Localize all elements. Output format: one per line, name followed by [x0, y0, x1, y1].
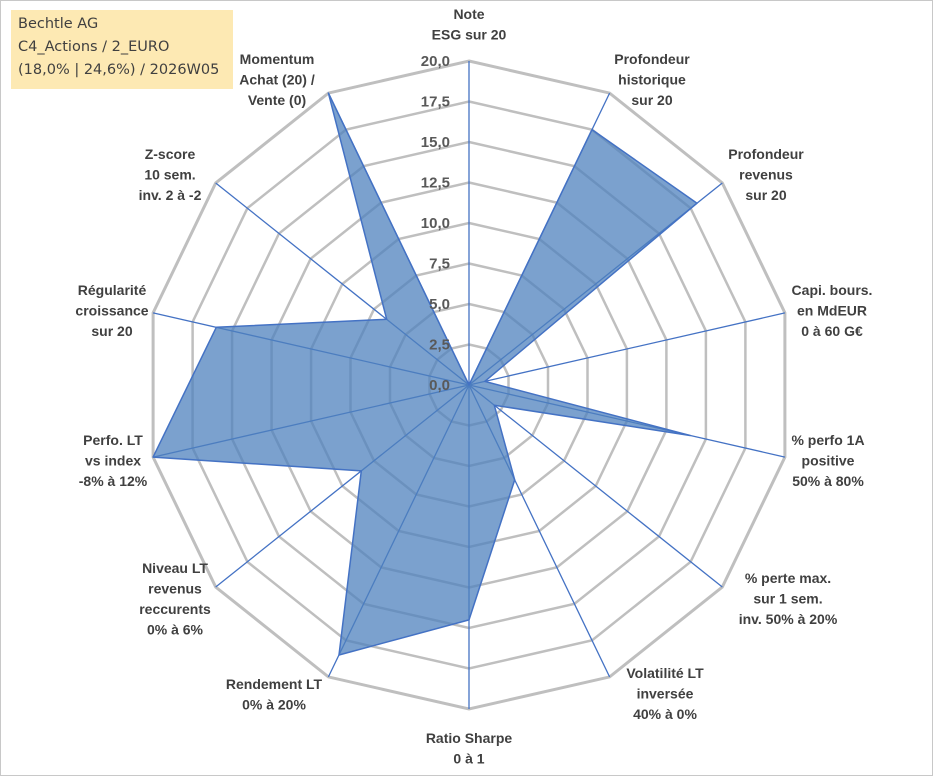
axis-label-9: revenus — [148, 581, 202, 597]
axis-label-11: sur 20 — [91, 323, 132, 339]
axis-label-7: 0 à 1 — [453, 751, 484, 767]
axis-label-5: inv. 50% à 20% — [739, 611, 838, 627]
axis-label-12: Z-score — [145, 146, 196, 162]
axis-label-3: en MdEUR — [797, 303, 867, 319]
axis-label-6: inversée — [637, 686, 694, 702]
stats-label: (18,0% | 24,6%) / 2026W05 — [18, 62, 220, 78]
axis-label-9: reccurents — [139, 601, 211, 617]
axis-label-1: historique — [618, 72, 686, 88]
axis-label-8: 0% à 20% — [242, 697, 306, 713]
axis-label-12: inv. 2 à -2 — [139, 187, 202, 203]
axis-label-5: sur 1 sem. — [753, 591, 822, 607]
axis-label-0: ESG sur 20 — [432, 27, 507, 43]
axis-label-9: Niveau LT — [142, 560, 208, 576]
axis-label-11: Régularité — [78, 282, 147, 298]
tick-label: 5,0 — [429, 296, 450, 313]
axis-label-12: 10 sem. — [144, 167, 195, 183]
series-area-bechtle — [152, 92, 698, 656]
axis-label-10: -8% à 12% — [79, 473, 148, 489]
axis-label-7: Ratio Sharpe — [426, 730, 513, 746]
axis-label-0: Note — [453, 6, 484, 22]
tick-label: 2,5 — [429, 337, 450, 354]
radar-ticks: 0,0 2,5 5,0 7,5 10,0 12,5 15,0 17,5 20,0 — [421, 53, 450, 394]
axis-label-6: Volatilité LT — [626, 665, 704, 681]
axis-label-5: % perte max. — [745, 570, 831, 586]
tick-label: 15,0 — [421, 134, 450, 151]
axis-label-10: Perfo. LT — [83, 432, 143, 448]
axis-label-8: Rendement LT — [226, 676, 323, 692]
axis-label-2: revenus — [739, 167, 793, 183]
tick-label: 17,5 — [421, 94, 450, 111]
axis-label-1: Profondeur — [614, 51, 690, 67]
axis-label-2: Profondeur — [728, 146, 804, 162]
axis-label-4: % perfo 1A — [791, 432, 864, 448]
company-name: Bechtle AG — [18, 16, 99, 32]
axis-label-9: 0% à 6% — [147, 622, 204, 638]
axis-label-10: vs index — [85, 453, 141, 469]
axis-label-3: Capi. bours. — [792, 282, 873, 298]
tick-label: 10,0 — [421, 215, 450, 232]
axis-label-1: sur 20 — [631, 92, 672, 108]
tick-label: 0,0 — [429, 377, 450, 394]
axis-label-13: Vente (0) — [248, 92, 306, 108]
portfolio-label: C4_Actions / 2_EURO — [18, 39, 170, 55]
tick-label: 20,0 — [421, 53, 450, 70]
axis-label-13: Achat (20) / — [239, 72, 315, 88]
axis-label-13: Momentum — [240, 51, 315, 67]
radar-series — [152, 92, 698, 656]
tick-label: 7,5 — [429, 256, 450, 273]
axis-label-3: 0 à 60 G€ — [801, 323, 863, 339]
axis-label-11: croissance — [75, 303, 148, 319]
axis-label-2: sur 20 — [745, 187, 786, 203]
axis-label-6: 40% à 0% — [633, 706, 697, 722]
radar-labels: Note ESG sur 20 Profondeur historique sur 20… — [75, 6, 872, 767]
radar-spoke — [468, 312, 786, 386]
radar-spoke — [468, 384, 723, 588]
info-box: Bechtle AG C4_Actions / 2_EURO (18,0% | … — [11, 10, 233, 89]
axis-label-4: 50% à 80% — [792, 473, 864, 489]
axis-label-4: positive — [802, 453, 855, 469]
tick-label: 12,5 — [421, 175, 450, 192]
